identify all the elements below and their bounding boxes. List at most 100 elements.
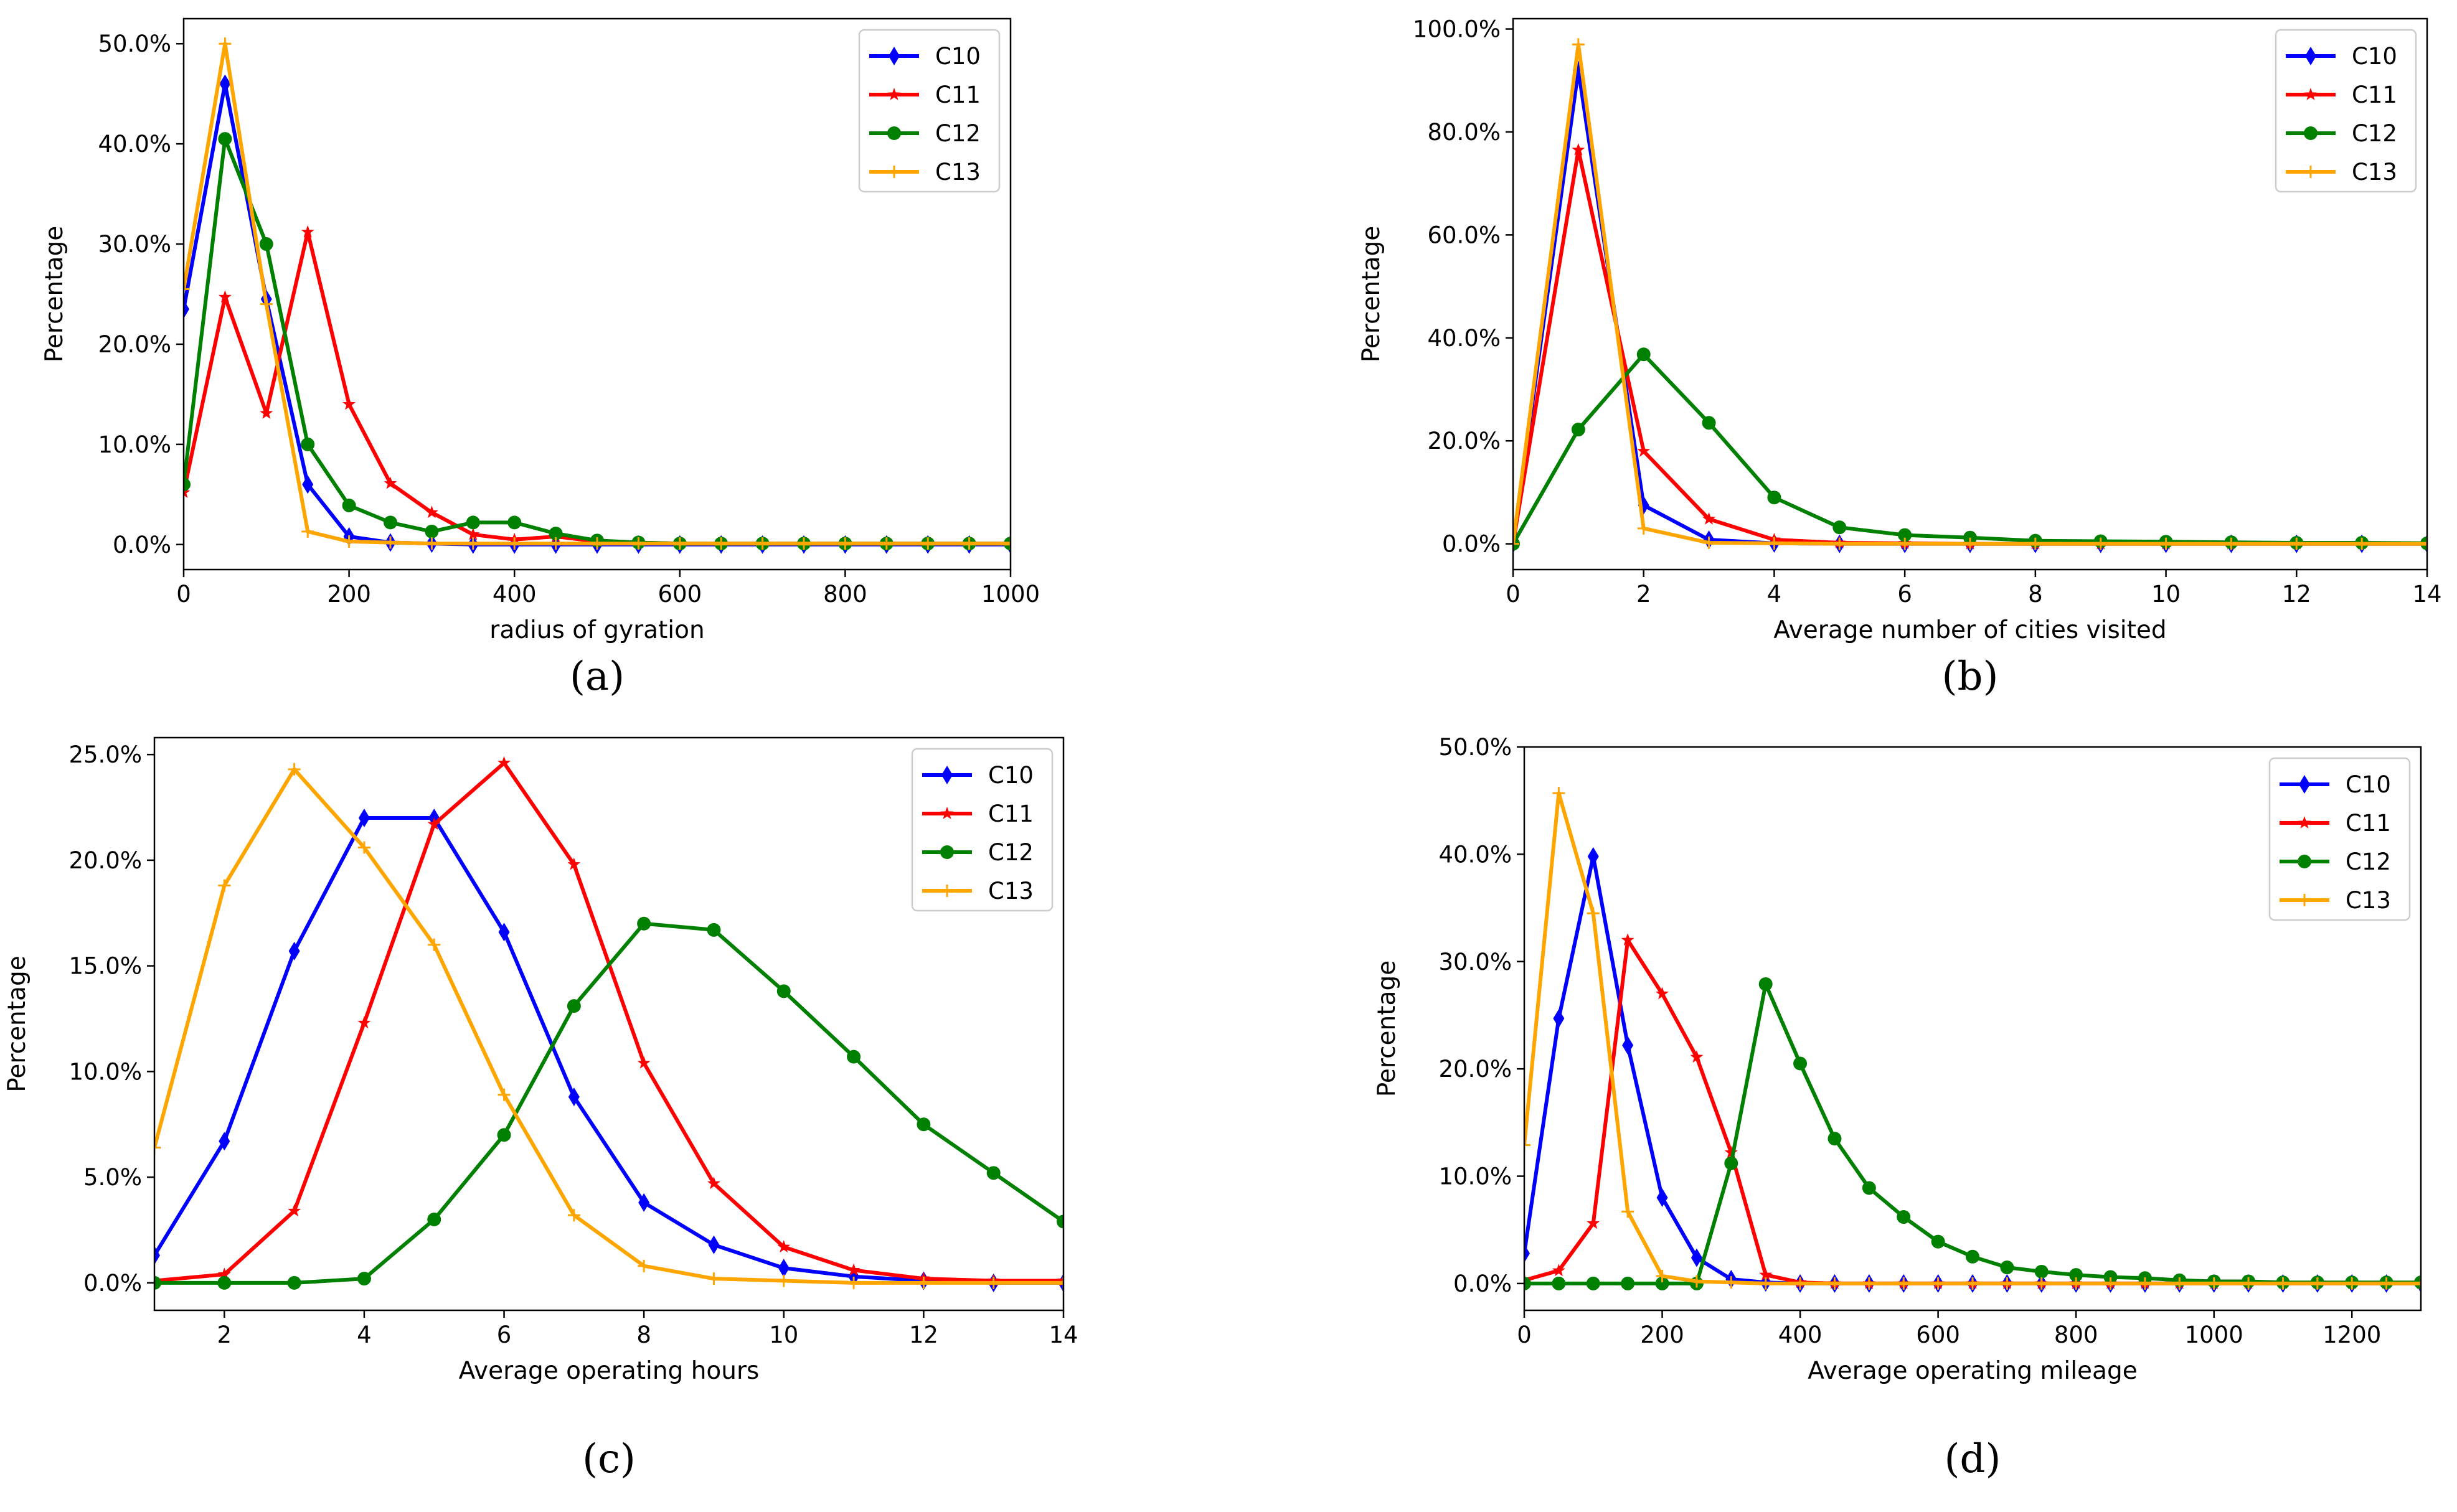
data-point-C11	[217, 1267, 231, 1280]
y-tick-label: 40.0%	[98, 131, 171, 157]
data-point-C11	[1656, 987, 1669, 1000]
data-point-C13	[2104, 1277, 2117, 1290]
y-tick-label: 50.0%	[98, 31, 171, 57]
data-point-C12	[184, 477, 191, 492]
data-point-C13	[798, 537, 810, 550]
axes-frame	[1512, 17, 2428, 571]
y-axis-label: Percentage	[1357, 226, 1385, 362]
x-tick-label: 1000	[981, 581, 1040, 608]
data-point-C13	[1057, 1276, 1063, 1289]
series-C13	[1524, 787, 2421, 1290]
x-axis-label: radius of gyration	[489, 616, 704, 644]
data-point-C11	[384, 476, 397, 489]
y-tick-label: 30.0%	[98, 231, 171, 258]
data-point-C13	[777, 1274, 790, 1287]
data-point-C11	[847, 1263, 861, 1276]
data-point-C12	[384, 515, 397, 530]
x-tick-label: 8	[2028, 581, 2043, 608]
data-point-C12	[1966, 1249, 1979, 1264]
data-point-C12	[986, 1166, 1001, 1180]
data-point-C11	[567, 857, 581, 870]
data-point-C11	[777, 1240, 791, 1253]
data-point-C10	[638, 1193, 650, 1212]
x-tick-label: 2	[1636, 581, 1651, 608]
data-point-C12	[301, 437, 315, 451]
x-tick-label: 12	[2282, 581, 2311, 608]
data-point-C13	[1702, 536, 1715, 549]
legend-label-C10: C10	[2346, 771, 2391, 798]
x-tick-label: 14	[1049, 1322, 1078, 1348]
series-C13	[1513, 38, 2427, 550]
data-point-C13	[2242, 1277, 2255, 1290]
data-point-C11	[1572, 143, 1585, 156]
data-point-C10	[302, 475, 314, 494]
y-tick-label: 15.0%	[68, 953, 142, 980]
data-point-C11	[1552, 1264, 1565, 1277]
data-point-C12	[1621, 1276, 1635, 1290]
x-tick-label: 10	[769, 1322, 798, 1348]
data-point-C13	[219, 37, 232, 50]
x-tick-label: 4	[357, 1322, 372, 1348]
y-tick-label: 25.0%	[68, 741, 142, 768]
data-point-C13	[1690, 1275, 1703, 1288]
x-tick-label: 2	[217, 1322, 232, 1348]
data-point-C13	[1833, 537, 1846, 550]
data-point-C13	[357, 841, 370, 854]
legend-marker-C13	[941, 885, 953, 897]
data-point-C13	[987, 1276, 1000, 1289]
data-point-C12	[1571, 423, 1585, 437]
data-point-C12	[1897, 1210, 1911, 1224]
data-point-C13	[2356, 537, 2369, 550]
x-tick-label: 12	[909, 1322, 938, 1348]
data-point-C13	[2380, 1277, 2393, 1290]
data-point-C12	[342, 499, 356, 513]
series-C10	[154, 809, 1063, 1292]
data-point-C12	[847, 1049, 861, 1064]
y-tick-label: 5.0%	[83, 1164, 142, 1191]
data-point-C11	[1759, 1268, 1773, 1280]
data-point-C12	[2034, 1264, 2049, 1279]
axes-frame	[182, 17, 1012, 571]
data-point-C13	[1768, 537, 1781, 550]
data-point-C13	[1828, 1277, 1841, 1290]
data-point-C11	[1690, 1050, 1704, 1063]
panel-1: 0 200 400 600 800 1000 0.0% 10.0% 20.0% 30.0% 40.0…	[40, 17, 1040, 700]
data-point-C10	[498, 923, 510, 942]
data-point-C11	[301, 225, 314, 238]
data-point-C13	[2138, 1277, 2151, 1290]
data-point-C13	[2346, 1277, 2359, 1290]
x-tick-label: 200	[1640, 1322, 1684, 1348]
y-tick-label: 10.0%	[98, 431, 171, 458]
x-tick-label: 0	[1517, 1322, 1532, 1348]
y-tick-label: 0.0%	[113, 532, 171, 558]
data-point-C13	[591, 537, 603, 550]
series-C13	[154, 763, 1063, 1289]
data-point-C13	[428, 938, 441, 951]
data-point-C12	[427, 1213, 441, 1227]
data-point-C11	[260, 406, 273, 419]
data-point-C11	[218, 290, 232, 303]
legend-box	[2268, 757, 2411, 921]
x-tick-label: 6	[1897, 581, 1912, 608]
x-axis-label: Average operating mileage	[1808, 1357, 2137, 1385]
legend-label-C12: C12	[2346, 848, 2391, 875]
x-tick-label: 400	[493, 581, 537, 608]
data-point-C13	[707, 1272, 720, 1285]
x-tick-label: 400	[1778, 1322, 1823, 1348]
legend-marker-C13	[2304, 166, 2317, 178]
data-point-C13	[1513, 537, 1519, 550]
x-tick-label: 200	[327, 581, 371, 608]
data-point-C12	[1586, 1276, 1600, 1290]
y-tick-label: 10.0%	[1438, 1163, 1512, 1190]
data-point-C12	[259, 237, 273, 251]
legend-marker-C10	[2305, 47, 2316, 65]
data-point-C10	[778, 1259, 790, 1278]
panel-label: (d)	[1945, 1436, 2001, 1482]
data-point-C13	[2159, 537, 2172, 550]
data-point-C13	[1898, 537, 1912, 550]
y-tick-label: 80.0%	[1427, 119, 1501, 146]
data-point-C13	[1552, 787, 1565, 800]
y-tick-label: 20.0%	[68, 847, 142, 874]
data-point-C11	[288, 1204, 301, 1217]
